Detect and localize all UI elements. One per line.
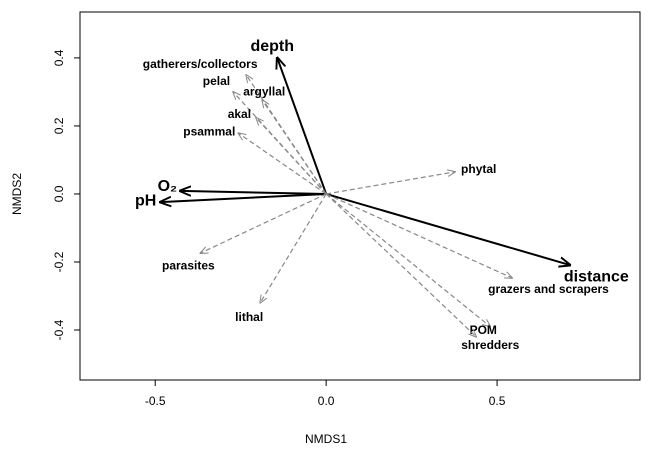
vector-label: pelal: [203, 74, 230, 88]
vector-label: grazers and scrapers: [488, 282, 609, 296]
vector-label: psammal: [183, 124, 235, 138]
vector-arrow: [180, 191, 327, 194]
vector-arrow: [200, 193, 327, 253]
vector-arrow: [233, 92, 327, 195]
vector-arrow: [277, 58, 328, 195]
vector-arrow: [160, 192, 327, 202]
vector-arrow: [326, 172, 455, 195]
vector-label: shredders: [461, 338, 519, 352]
y-axis-label: NMDS2: [10, 173, 24, 215]
x-tick-label: 0.5: [489, 394, 506, 408]
vector-arrow: [325, 193, 512, 278]
vector-arrow: [325, 193, 476, 337]
vector-label: akal: [228, 107, 251, 121]
vector-arrow: [256, 118, 327, 195]
plot-frame: [79, 11, 641, 381]
y-tick-label: 0.2: [52, 117, 66, 134]
vector-arrow: [260, 193, 327, 303]
y-tick-label: -0.2: [52, 251, 66, 272]
vector-label: distance: [564, 268, 629, 285]
vector-arrow: [262, 100, 327, 195]
x-tick-label: 0.0: [318, 394, 335, 408]
y-tick-label: 0.0: [52, 185, 66, 202]
vector-label: depth: [250, 38, 294, 55]
x-axis-label: NMDS1: [305, 432, 347, 446]
y-tick-label: -0.4: [52, 319, 66, 340]
vector-label: pH: [135, 192, 156, 209]
vector-label: phytal: [461, 162, 496, 176]
vector-label: argyllal: [243, 84, 285, 98]
vector-label: gatherers/collectors: [143, 57, 258, 71]
vector-arrow: [325, 192, 570, 265]
vector-label: O₂: [158, 178, 178, 195]
vector-arrow: [325, 193, 490, 327]
vector-label: lithal: [235, 310, 263, 324]
y-tick-label: 0.4: [52, 49, 66, 66]
vector-arrow: [238, 133, 327, 195]
vector-label: parasites: [162, 258, 215, 272]
x-tick-label: -0.5: [145, 394, 166, 408]
